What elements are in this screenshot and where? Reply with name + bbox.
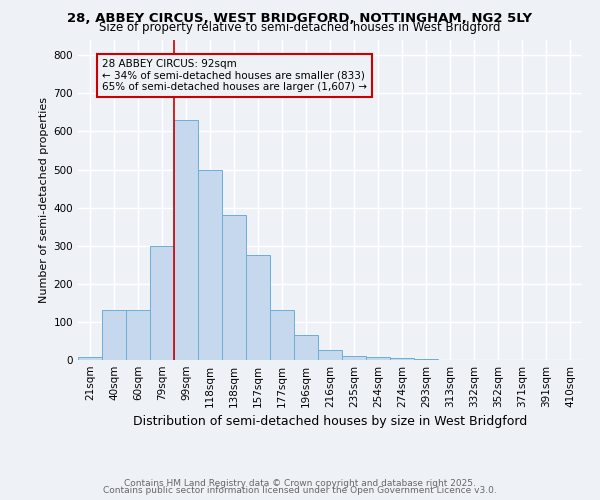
Bar [102, 310, 126, 360]
Bar [198, 170, 222, 360]
Bar [294, 335, 318, 360]
Text: Size of property relative to semi-detached houses in West Bridgford: Size of property relative to semi-detach… [99, 22, 501, 35]
Text: 28 ABBEY CIRCUS: 92sqm
← 34% of semi-detached houses are smaller (833)
65% of se: 28 ABBEY CIRCUS: 92sqm ← 34% of semi-det… [102, 59, 367, 92]
Text: Contains public sector information licensed under the Open Government Licence v3: Contains public sector information licen… [103, 486, 497, 495]
Bar [126, 310, 150, 360]
Bar [150, 246, 174, 360]
Bar [222, 215, 246, 360]
Bar [366, 358, 390, 360]
X-axis label: Distribution of semi-detached houses by size in West Bridgford: Distribution of semi-detached houses by … [133, 416, 527, 428]
Bar [270, 310, 294, 360]
Bar [318, 350, 342, 360]
Bar [414, 359, 438, 360]
Text: 28, ABBEY CIRCUS, WEST BRIDGFORD, NOTTINGHAM, NG2 5LY: 28, ABBEY CIRCUS, WEST BRIDGFORD, NOTTIN… [67, 12, 533, 24]
Text: Contains HM Land Registry data © Crown copyright and database right 2025.: Contains HM Land Registry data © Crown c… [124, 478, 476, 488]
Bar [390, 358, 414, 360]
Bar [78, 357, 102, 360]
Bar [342, 356, 366, 360]
Bar [246, 255, 270, 360]
Y-axis label: Number of semi-detached properties: Number of semi-detached properties [40, 97, 49, 303]
Bar [174, 120, 198, 360]
